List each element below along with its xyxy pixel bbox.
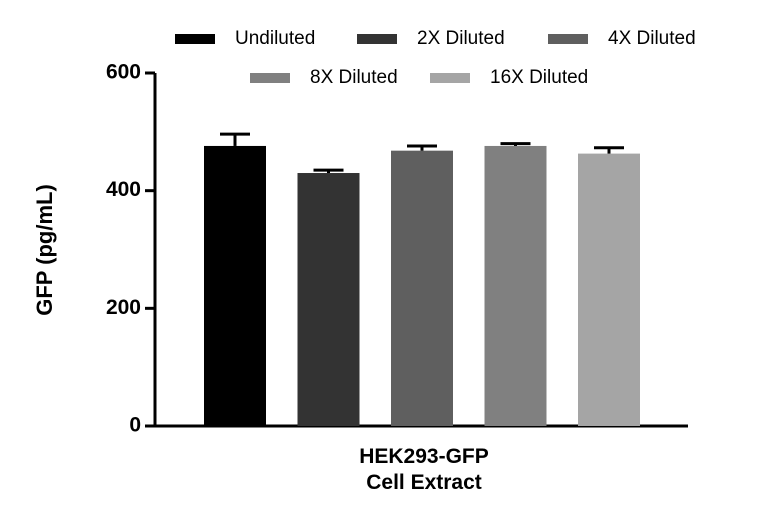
y-tick-label: 400: [106, 178, 141, 201]
legend-label: 4X Diluted: [608, 28, 696, 49]
legend-swatch: [250, 73, 290, 83]
legend-swatch: [357, 34, 397, 44]
y-axis-title: GFP (pg/mL): [32, 184, 57, 316]
y-tick-label: 200: [106, 296, 141, 319]
legend-label: 8X Diluted: [310, 67, 398, 88]
x-tick-label: HEK293-GFP Cell Extract: [359, 445, 489, 494]
bar: [204, 145, 266, 426]
y-tick-label: 0: [129, 414, 141, 437]
bar: [484, 145, 547, 426]
bar: [391, 150, 453, 426]
legend-swatch: [175, 34, 215, 44]
bar: [578, 153, 640, 426]
y-tick-label: 600: [106, 61, 141, 84]
legend-swatch: [548, 34, 588, 44]
legend-label: 16X Diluted: [490, 67, 588, 88]
bar: [297, 173, 360, 426]
legend-label: 2X Diluted: [417, 28, 505, 49]
legend-swatch: [430, 73, 470, 83]
legend-label: Undiluted: [235, 28, 315, 49]
